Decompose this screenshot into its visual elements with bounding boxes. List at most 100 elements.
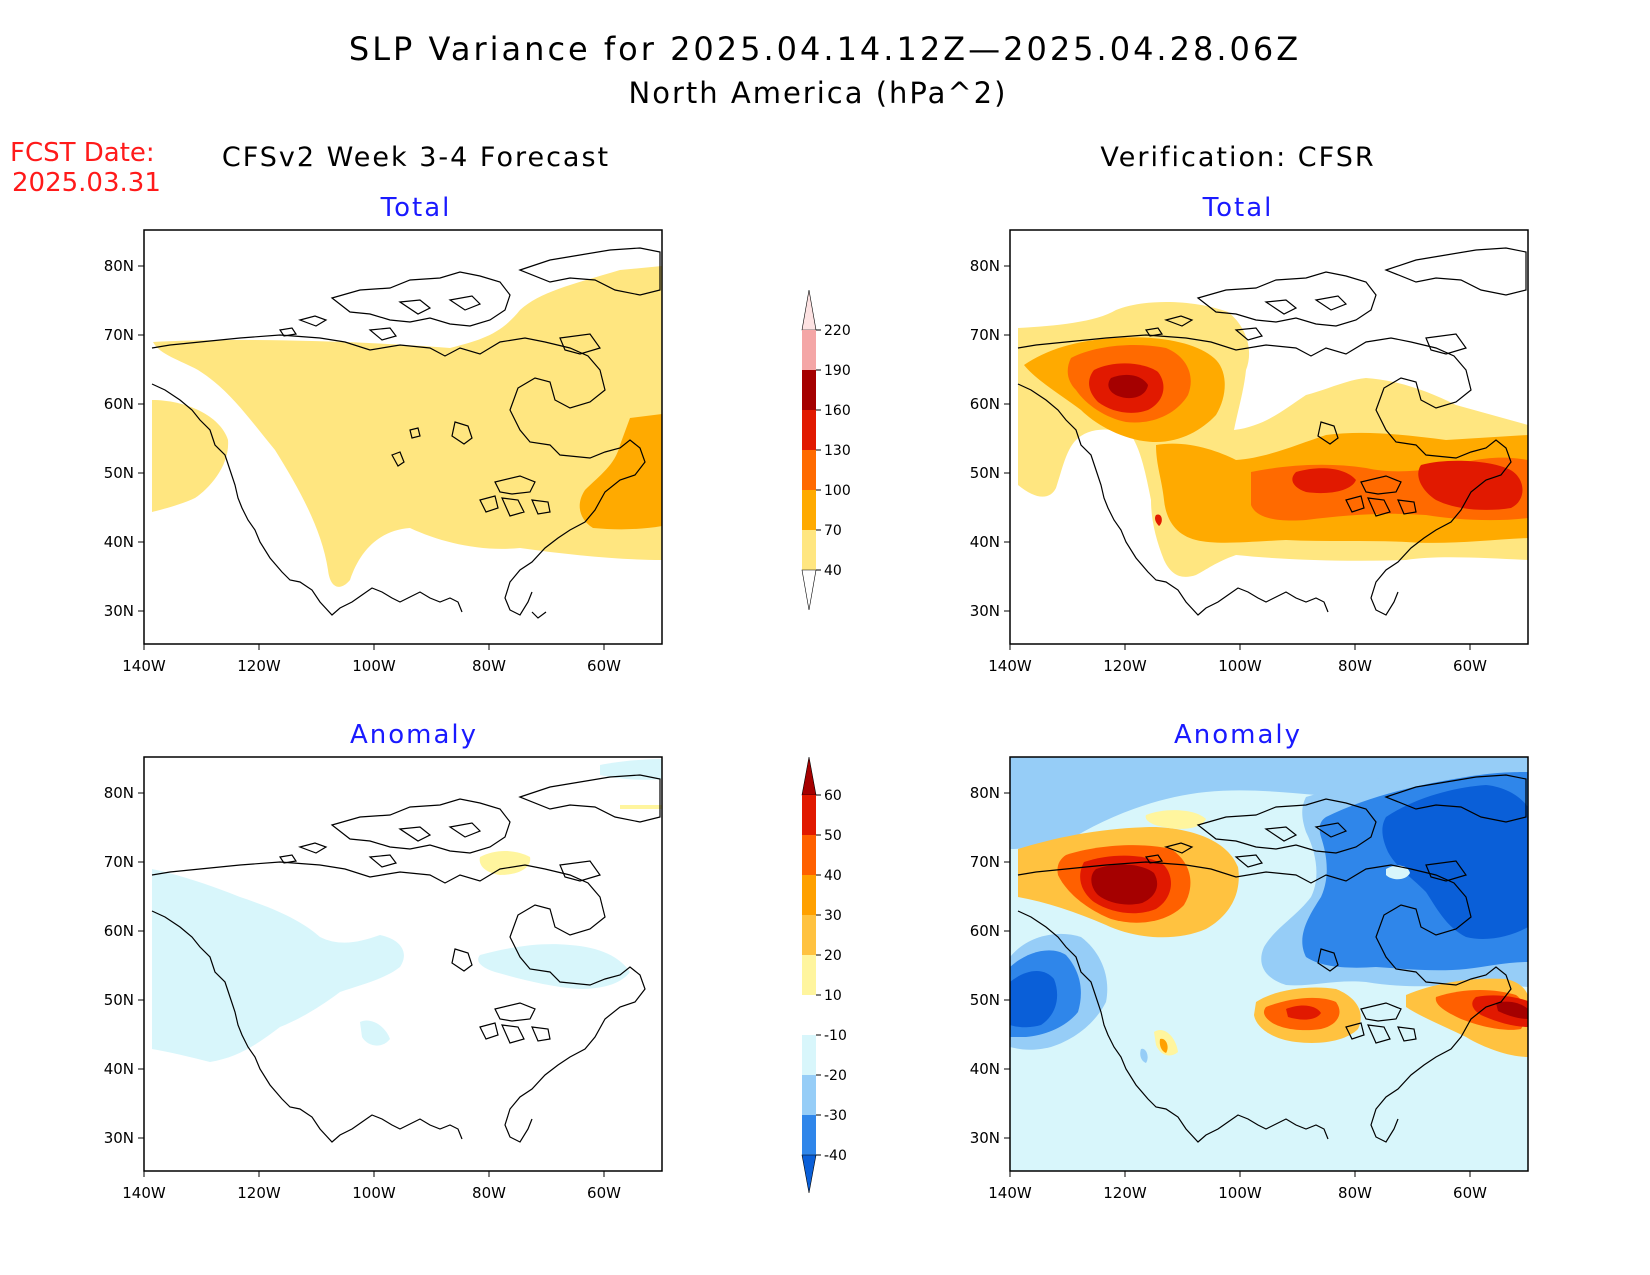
lat-label-30n: 30N xyxy=(970,602,1000,620)
panel-title-verif-anomaly: Anomaly xyxy=(1173,720,1303,750)
colorbar-total-label: 160 xyxy=(824,403,851,419)
coastline xyxy=(151,247,661,619)
colorbar-total-label: 70 xyxy=(824,523,842,539)
colorbar-anomaly-box xyxy=(802,835,816,875)
colorbar-anomaly-upper-triangle xyxy=(801,756,817,796)
colorbar-total-box xyxy=(802,530,816,570)
main-title: SLP Variance for 2025.04.14.12Z—2025.04.… xyxy=(348,30,1302,68)
colorbar-total-label: 40 xyxy=(824,563,842,579)
lat-labels: 80N 70N 60N 50N 40N 30N xyxy=(104,257,134,620)
lat-label-50n: 50N xyxy=(104,991,134,1009)
lon-label-60w: 60W xyxy=(587,1184,621,1202)
lat-label-60n: 60N xyxy=(970,922,1000,940)
lat-label-70n: 70N xyxy=(104,326,134,344)
coastline xyxy=(1017,774,1527,1143)
coastline xyxy=(1017,247,1527,616)
lon-label-60w: 60W xyxy=(1453,1184,1487,1202)
colorbar-anomaly-box xyxy=(802,915,816,955)
map-forecast-total: 80N 70N 60N 50N 40N 30N 140W 120W 100W 8… xyxy=(104,229,663,675)
lat-label-30n: 30N xyxy=(104,602,134,620)
lon-label-100w: 100W xyxy=(352,657,396,675)
lon-label-80w: 80W xyxy=(472,657,506,675)
colorbar-total-box xyxy=(802,370,816,410)
lon-label-60w: 60W xyxy=(1453,657,1487,675)
lat-label-60n: 60N xyxy=(970,395,1000,413)
colorbar-total-label: 100 xyxy=(824,483,851,499)
lon-label-80w: 80W xyxy=(472,1184,506,1202)
lat-label-30n: 30N xyxy=(104,1129,134,1147)
panel-title-verif-total: Total xyxy=(1202,193,1274,223)
fcst-date-value: 2025.03.31 xyxy=(12,168,161,198)
map-frame xyxy=(1009,756,1529,1172)
lon-label-80w: 80W xyxy=(1338,1184,1372,1202)
map-frame xyxy=(1009,229,1529,645)
lat-label-40n: 40N xyxy=(104,1060,134,1078)
colorbar-total: 40 70 100 130 160 190 220 xyxy=(801,289,851,611)
lon-label-120w: 120W xyxy=(1103,657,1147,675)
lat-label-50n: 50N xyxy=(970,991,1000,1009)
lon-label-80w: 80W xyxy=(1338,657,1372,675)
colorbar-anomaly-label: -10 xyxy=(824,1028,847,1044)
map-frame xyxy=(143,229,663,645)
lon-label-140w: 140W xyxy=(988,657,1032,675)
ticks xyxy=(138,792,605,1177)
shading xyxy=(1010,757,1528,1171)
lon-label-140w: 140W xyxy=(122,657,166,675)
lon-label-100w: 100W xyxy=(1218,657,1262,675)
panel-title-fcst-anomaly: Anomaly xyxy=(349,720,479,750)
ticks xyxy=(1004,792,1471,1177)
lon-label-120w: 120W xyxy=(237,1184,281,1202)
map-forecast-anomaly: 80N 70N 60N 50N 40N 30N 140W 120W 100W 8… xyxy=(104,756,663,1202)
map-verification-total: 80N 70N 60N 50N 40N 30N 140W 120W 100W 8… xyxy=(970,229,1529,675)
colorbar-anomaly-box xyxy=(802,1075,816,1115)
lat-label-50n: 50N xyxy=(104,464,134,482)
lon-label-120w: 120W xyxy=(1103,1184,1147,1202)
colorbar-anomaly-label: 20 xyxy=(824,948,842,964)
colorbar-total-box xyxy=(802,490,816,530)
colorbar-total-label: 190 xyxy=(824,363,851,379)
lon-label-140w: 140W xyxy=(988,1184,1032,1202)
colorbar-anomaly-box xyxy=(802,955,816,995)
colorbar-anomaly-label: 50 xyxy=(824,828,842,844)
colorbar-anomaly-lower-triangle xyxy=(801,1154,817,1194)
lat-label-60n: 60N xyxy=(104,395,134,413)
lon-label-100w: 100W xyxy=(1218,1184,1262,1202)
colorbar-anomaly-label: 30 xyxy=(824,908,842,924)
lat-label-80n: 80N xyxy=(970,257,1000,275)
lon-labels: 140W 120W 100W 80W 60W xyxy=(122,657,621,675)
colorbar-total-label: 130 xyxy=(824,443,851,459)
lat-label-70n: 70N xyxy=(970,326,1000,344)
forecast-column-title: CFSv2 Week 3-4 Forecast xyxy=(221,142,611,173)
fcst-date-label: FCST Date: xyxy=(10,138,155,168)
map-verification-anomaly: 80N 70N 60N 50N 40N 30N 140W 120W 100W 8… xyxy=(970,756,1529,1202)
verification-column-title: Verification: CFSR xyxy=(1100,142,1376,173)
colorbar-anomaly-label: 60 xyxy=(824,788,842,804)
lat-ticks xyxy=(138,265,144,612)
colorbar-anomaly-box xyxy=(802,1115,816,1155)
colorbar-anomaly-label: 10 xyxy=(824,988,842,1004)
lon-ticks xyxy=(143,644,605,650)
lat-label-60n: 60N xyxy=(104,922,134,940)
lat-label-40n: 40N xyxy=(104,533,134,551)
lon-label-140w: 140W xyxy=(122,1184,166,1202)
lat-label-70n: 70N xyxy=(970,853,1000,871)
lon-label-120w: 120W xyxy=(237,657,281,675)
colorbar-anomaly-box xyxy=(802,795,816,835)
coastline xyxy=(151,774,661,1143)
lon-label-100w: 100W xyxy=(352,1184,396,1202)
lat-label-80n: 80N xyxy=(104,784,134,802)
colorbar-anomaly-label: -30 xyxy=(824,1108,847,1124)
colorbar-anomaly-label: 40 xyxy=(824,868,842,884)
lat-label-80n: 80N xyxy=(970,784,1000,802)
lon-label-60w: 60W xyxy=(587,657,621,675)
colorbar-total-label: 220 xyxy=(824,323,851,339)
colorbar-anomaly: -40 -30 -20 -10 10 20 30 40 50 60 xyxy=(801,756,847,1194)
colorbar-anomaly-label: -20 xyxy=(824,1068,847,1084)
ticks xyxy=(1004,265,1471,650)
lat-label-30n: 30N xyxy=(970,1129,1000,1147)
colorbar-anomaly-box xyxy=(802,995,816,1035)
lat-label-40n: 40N xyxy=(970,533,1000,551)
panel-title-fcst-total: Total xyxy=(380,193,452,223)
main-subtitle: North America (hPa^2) xyxy=(628,76,1008,110)
lat-label-70n: 70N xyxy=(104,853,134,871)
